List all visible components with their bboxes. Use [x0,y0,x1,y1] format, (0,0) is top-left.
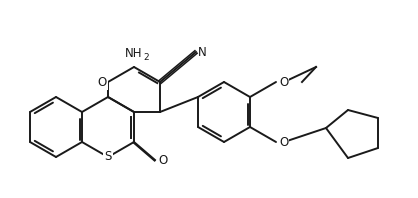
Text: N: N [198,46,207,58]
Text: O: O [279,75,288,89]
Text: 2: 2 [143,53,149,62]
Text: NH: NH [125,47,143,60]
Text: O: O [158,153,167,167]
Text: O: O [98,75,107,89]
Text: O: O [279,135,288,148]
Text: S: S [104,150,112,164]
